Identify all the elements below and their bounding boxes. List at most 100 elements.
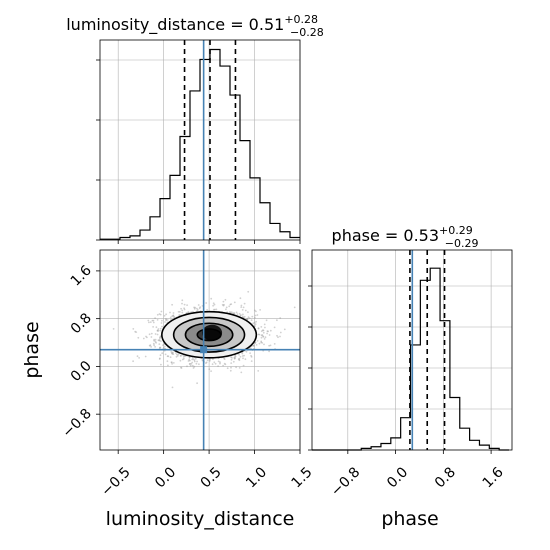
joint-content bbox=[112, 290, 296, 389]
joint-sample-point bbox=[179, 355, 182, 357]
joint-sample-point bbox=[154, 338, 157, 341]
joint-sample-point bbox=[230, 311, 233, 313]
joint-sample-point bbox=[210, 297, 213, 300]
joint-sample-point bbox=[192, 358, 195, 360]
joint-sample-point bbox=[152, 326, 155, 328]
joint-sample-point bbox=[209, 358, 212, 361]
joint-sample-point bbox=[267, 330, 269, 333]
joint-sample-point bbox=[162, 347, 165, 349]
title-phase: phase = 0.53+0.29 −0.29 bbox=[332, 224, 479, 250]
joint-sample-point bbox=[264, 336, 267, 339]
joint-x-tick-label: 1.0 bbox=[243, 464, 270, 491]
joint-sample-point bbox=[262, 336, 265, 338]
joint-sample-point bbox=[184, 355, 187, 358]
joint-sample-point bbox=[172, 353, 175, 355]
joint-sample-point bbox=[188, 356, 191, 359]
joint-sample-point bbox=[256, 314, 259, 316]
joint-sample-point bbox=[175, 355, 178, 358]
joint-sample-point bbox=[247, 316, 250, 319]
joint-x-tick-label: 1.5 bbox=[289, 464, 316, 491]
joint-sample-point bbox=[159, 336, 162, 339]
joint-sample-point bbox=[230, 358, 233, 361]
joint-sample-point bbox=[242, 306, 245, 309]
joint-sample-point bbox=[172, 362, 175, 364]
joint-sample-point bbox=[246, 318, 249, 321]
joint-frame bbox=[99, 249, 301, 451]
joint-sample-point bbox=[160, 322, 163, 324]
joint-sample-point bbox=[192, 367, 195, 369]
joint-sample-point bbox=[195, 362, 198, 365]
joint-sample-point bbox=[222, 300, 225, 303]
joint-sample-point bbox=[159, 313, 162, 316]
joint-sample-point bbox=[154, 317, 157, 320]
joint-sample-point bbox=[229, 311, 231, 313]
joint-sample-point bbox=[233, 312, 236, 315]
joint-sample-point bbox=[191, 364, 194, 367]
joint-sample-point bbox=[155, 341, 158, 344]
joint-sample-point bbox=[268, 344, 270, 347]
title-phase-plus: +0.29 bbox=[439, 224, 473, 237]
joint-truth-marker bbox=[200, 346, 208, 354]
joint-sample-point bbox=[208, 360, 211, 362]
joint-sample-point bbox=[255, 344, 258, 346]
joint-sample-point bbox=[253, 309, 256, 312]
joint-sample-point bbox=[132, 360, 135, 363]
joint-sample-point bbox=[150, 332, 153, 335]
joint-sample-point bbox=[206, 359, 209, 362]
joint-sample-point bbox=[180, 354, 182, 357]
joint-sample-point bbox=[233, 301, 236, 304]
joint-sample-point bbox=[148, 344, 151, 347]
joint-sample-point bbox=[279, 331, 282, 334]
joint-sample-point bbox=[157, 328, 160, 330]
joint-sample-point bbox=[173, 315, 175, 318]
joint-sample-point bbox=[171, 353, 174, 355]
joint-sample-point bbox=[268, 350, 270, 353]
joint-sample-point bbox=[180, 366, 182, 369]
joint-x-tick-label: −0.5 bbox=[98, 464, 133, 499]
joint-sample-point bbox=[257, 370, 260, 372]
joint-sample-point bbox=[230, 303, 233, 305]
joint-sample-point bbox=[187, 311, 190, 314]
joint-sample-point bbox=[163, 314, 166, 317]
joint-sample-point bbox=[228, 305, 231, 308]
joint-sample-point bbox=[189, 363, 191, 365]
joint-sample-point bbox=[255, 310, 257, 313]
joint-sample-point bbox=[170, 361, 173, 364]
joint-sample-point bbox=[251, 315, 254, 318]
joint-sample-point bbox=[153, 338, 156, 341]
joint-sample-point bbox=[254, 323, 257, 326]
joint-sample-point bbox=[159, 335, 162, 338]
joint-sample-point bbox=[212, 304, 215, 307]
joint-sample-point bbox=[240, 306, 243, 308]
joint-sample-point bbox=[161, 319, 163, 322]
joint-sample-point bbox=[247, 311, 249, 313]
joint-sample-point bbox=[156, 329, 159, 332]
joint-x-tick-label: 0.5 bbox=[198, 464, 225, 491]
joint-sample-point bbox=[238, 312, 241, 315]
joint-sample-point bbox=[222, 304, 225, 307]
joint-sample-point bbox=[254, 325, 256, 327]
joint-sample-point bbox=[260, 341, 263, 344]
joint-sample-point bbox=[193, 365, 196, 368]
joint-sample-point bbox=[159, 327, 162, 330]
joint-sample-point bbox=[273, 326, 276, 329]
joint-sample-point bbox=[230, 366, 232, 369]
joint-sample-point bbox=[191, 356, 194, 359]
joint-sample-point bbox=[255, 320, 257, 323]
joint-sample-point bbox=[226, 367, 229, 370]
joint-sample-point bbox=[250, 360, 253, 362]
joint-sample-point bbox=[260, 340, 263, 343]
joint-sample-point bbox=[157, 339, 160, 342]
joint-sample-point bbox=[144, 355, 147, 358]
joint-sample-point bbox=[279, 317, 282, 319]
joint-sample-point bbox=[156, 313, 159, 316]
x-axis-label-phase: phase bbox=[381, 508, 438, 530]
joint-sample-point bbox=[273, 343, 276, 345]
joint-sample-point bbox=[236, 313, 239, 315]
joint-sample-point bbox=[193, 359, 196, 362]
joint-sample-point bbox=[180, 307, 183, 310]
joint-sample-point bbox=[266, 332, 268, 335]
joint-sample-point bbox=[238, 357, 241, 360]
joint-sample-point bbox=[205, 302, 208, 304]
joint-y-tick-label: 1.6 bbox=[68, 262, 95, 289]
